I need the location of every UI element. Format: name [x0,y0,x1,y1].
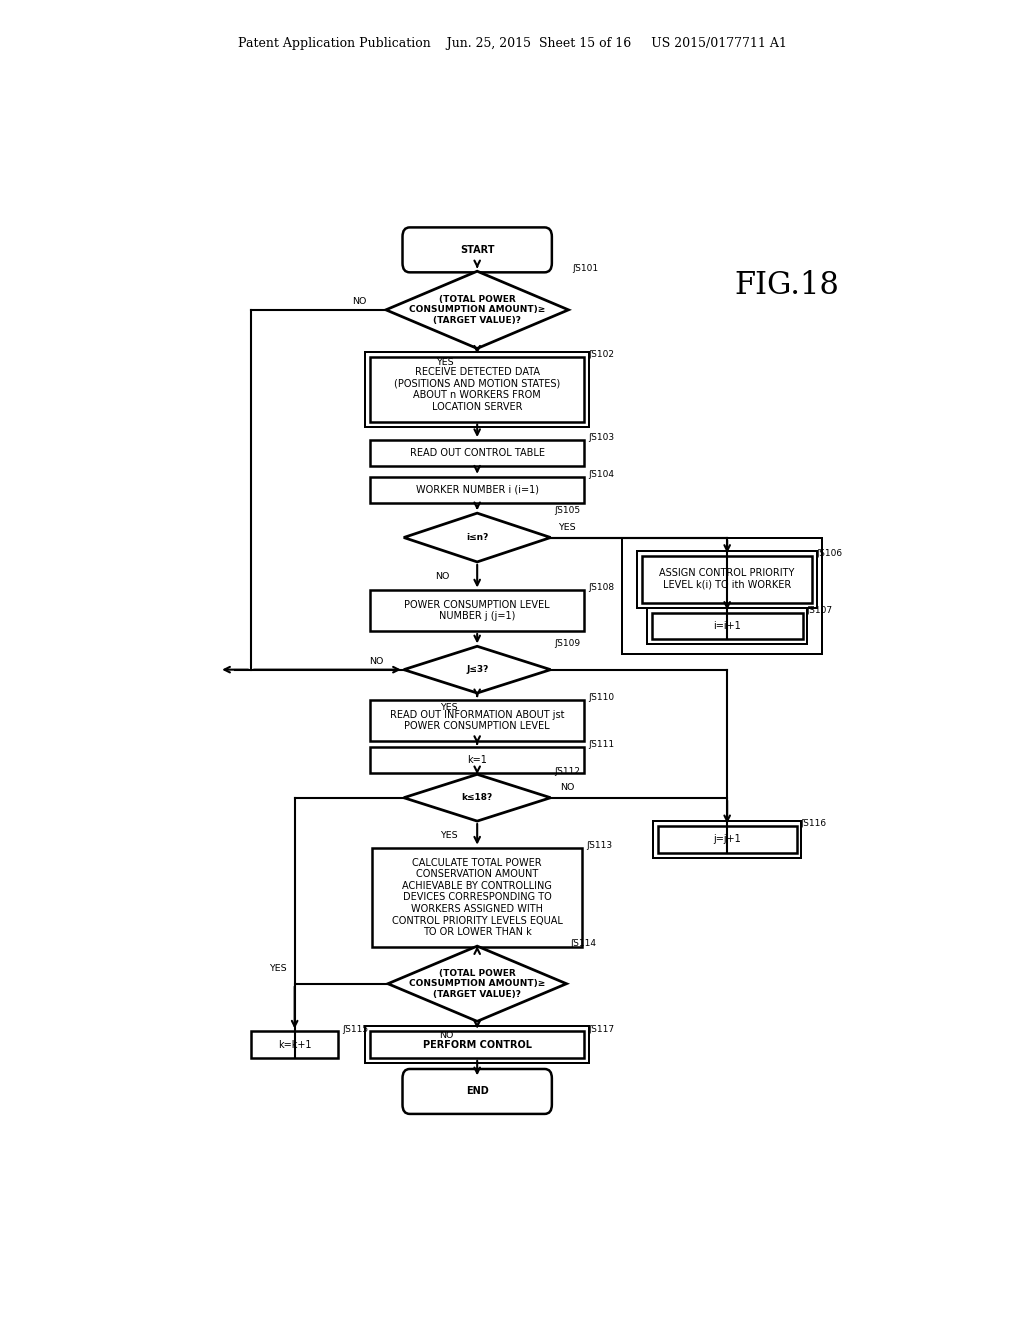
Text: i=i+1: i=i+1 [714,620,741,631]
Text: ʃS112: ʃS112 [555,767,581,776]
Polygon shape [403,647,551,693]
Text: READ OUT CONTROL TABLE: READ OUT CONTROL TABLE [410,449,545,458]
Bar [370,590,585,631]
Bar [637,550,817,607]
Text: (TOTAL POWER
CONSUMPTION AMOUNT)≥
(TARGET VALUE)?: (TOTAL POWER CONSUMPTION AMOUNT)≥ (TARGE… [409,294,546,325]
Bar [652,612,803,639]
Text: WORKER NUMBER i (i=1): WORKER NUMBER i (i=1) [416,484,539,495]
Bar [370,440,585,466]
Text: (TOTAL POWER
CONSUMPTION AMOUNT)≥
(TARGET VALUE)?: (TOTAL POWER CONSUMPTION AMOUNT)≥ (TARGE… [409,969,546,999]
Text: NO: NO [560,783,574,792]
Text: ʃS114: ʃS114 [570,939,596,948]
Text: ʃS101: ʃS101 [572,264,599,273]
Text: Patent Application Publication    Jun. 25, 2015  Sheet 15 of 16     US 2015/0177: Patent Application Publication Jun. 25, … [238,37,786,50]
Text: ʃS108: ʃS108 [588,583,614,593]
Text: START: START [460,246,495,255]
Text: YES: YES [439,830,458,840]
Bar [251,1031,338,1057]
Text: ʃS116: ʃS116 [801,820,826,828]
Text: PERFORM CONTROL: PERFORM CONTROL [423,1040,531,1049]
Text: ʃS102: ʃS102 [588,350,614,359]
Text: j=j+1: j=j+1 [714,834,741,845]
Text: ʃS117: ʃS117 [588,1024,614,1034]
Polygon shape [386,271,568,348]
Bar [366,1027,589,1063]
Text: NO: NO [351,297,367,306]
Text: YES: YES [436,358,454,367]
Text: ʃS113: ʃS113 [587,841,612,850]
FancyBboxPatch shape [402,227,552,272]
Text: FIG.18: FIG.18 [734,271,839,301]
Text: YES: YES [558,523,577,532]
Text: ʃS115: ʃS115 [342,1024,369,1034]
FancyBboxPatch shape [402,1069,552,1114]
Bar [372,847,583,948]
Bar [653,821,802,858]
Text: ʃS111: ʃS111 [588,741,614,748]
Text: i≤n?: i≤n? [466,533,488,543]
Text: YES: YES [269,964,287,973]
Text: ʃS106: ʃS106 [816,549,843,558]
Text: k=k+1: k=k+1 [278,1040,311,1049]
Text: NO: NO [435,572,450,581]
Bar [647,607,807,644]
Bar [370,356,585,421]
Bar [370,747,585,774]
Text: k=1: k=1 [467,755,487,766]
Text: ʃS105: ʃS105 [555,506,581,515]
Text: RECEIVE DETECTED DATA
(POSITIONS AND MOTION STATES)
ABOUT n WORKERS FROM
LOCATIO: RECEIVE DETECTED DATA (POSITIONS AND MOT… [394,367,560,412]
Polygon shape [403,513,551,562]
Text: ʃS103: ʃS103 [588,433,614,442]
Polygon shape [403,775,551,821]
Text: READ OUT INFORMATION ABOUT jst
POWER CONSUMPTION LEVEL: READ OUT INFORMATION ABOUT jst POWER CON… [390,710,564,731]
Text: POWER CONSUMPTION LEVEL
NUMBER j (j=1): POWER CONSUMPTION LEVEL NUMBER j (j=1) [404,599,550,622]
Text: ʃS110: ʃS110 [588,693,614,702]
Text: YES: YES [439,702,458,711]
Text: NO: NO [439,1031,454,1040]
Text: ASSIGN CONTROL PRIORITY
LEVEL k(i) TO ith WORKER: ASSIGN CONTROL PRIORITY LEVEL k(i) TO it… [659,569,795,590]
Bar [366,351,589,426]
Text: J≤3?: J≤3? [466,665,488,675]
Text: END: END [466,1086,488,1097]
Text: ʃS109: ʃS109 [555,639,581,648]
Bar [370,700,585,741]
Text: k≤18?: k≤18? [462,793,493,803]
Text: ʃS107: ʃS107 [807,606,833,615]
Bar [642,556,812,602]
Text: ʃS104: ʃS104 [588,470,614,479]
Bar [370,1031,585,1057]
Text: NO: NO [370,657,384,667]
Bar [657,826,797,853]
Text: CALCULATE TOTAL POWER
CONSERVATION AMOUNT
ACHIEVABLE BY CONTROLLING
DEVICES CORR: CALCULATE TOTAL POWER CONSERVATION AMOUN… [392,858,562,937]
Bar [370,477,585,503]
Bar [622,537,822,655]
Polygon shape [388,946,566,1022]
